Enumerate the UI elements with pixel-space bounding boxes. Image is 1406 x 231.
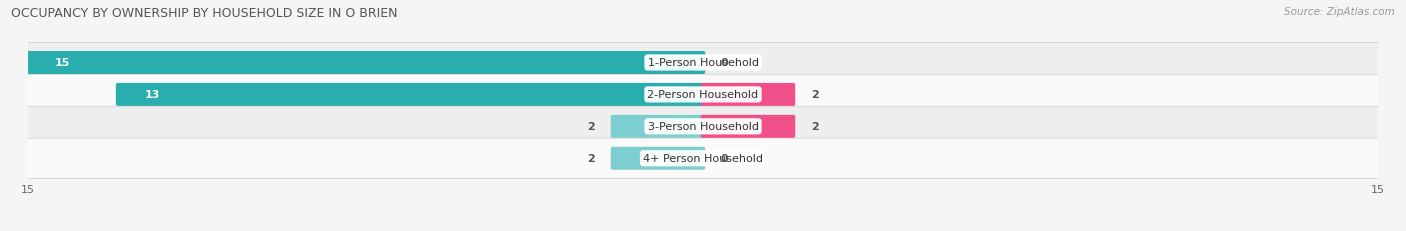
- FancyBboxPatch shape: [8, 139, 1398, 179]
- Text: 13: 13: [145, 90, 160, 100]
- FancyBboxPatch shape: [8, 107, 1398, 147]
- Text: 2: 2: [811, 90, 818, 100]
- Text: 15: 15: [55, 58, 70, 68]
- FancyBboxPatch shape: [115, 84, 706, 106]
- Text: 2: 2: [588, 122, 595, 132]
- FancyBboxPatch shape: [8, 43, 1398, 83]
- Text: 1-Person Household: 1-Person Household: [648, 58, 758, 68]
- FancyBboxPatch shape: [25, 52, 706, 75]
- Text: OCCUPANCY BY OWNERSHIP BY HOUSEHOLD SIZE IN O BRIEN: OCCUPANCY BY OWNERSHIP BY HOUSEHOLD SIZE…: [11, 7, 398, 20]
- Text: 2: 2: [588, 154, 595, 164]
- Text: 2-Person Household: 2-Person Household: [647, 90, 759, 100]
- FancyBboxPatch shape: [610, 115, 706, 138]
- Text: Source: ZipAtlas.com: Source: ZipAtlas.com: [1284, 7, 1395, 17]
- Text: 4+ Person Household: 4+ Person Household: [643, 154, 763, 164]
- Text: 2: 2: [811, 122, 818, 132]
- FancyBboxPatch shape: [700, 115, 796, 138]
- FancyBboxPatch shape: [700, 84, 796, 106]
- Text: 0: 0: [721, 58, 728, 68]
- Legend: Owner-occupied, Renter-occupied: Owner-occupied, Renter-occupied: [586, 228, 820, 231]
- FancyBboxPatch shape: [610, 147, 706, 170]
- Text: 3-Person Household: 3-Person Household: [648, 122, 758, 132]
- FancyBboxPatch shape: [8, 75, 1398, 115]
- Text: 0: 0: [721, 154, 728, 164]
